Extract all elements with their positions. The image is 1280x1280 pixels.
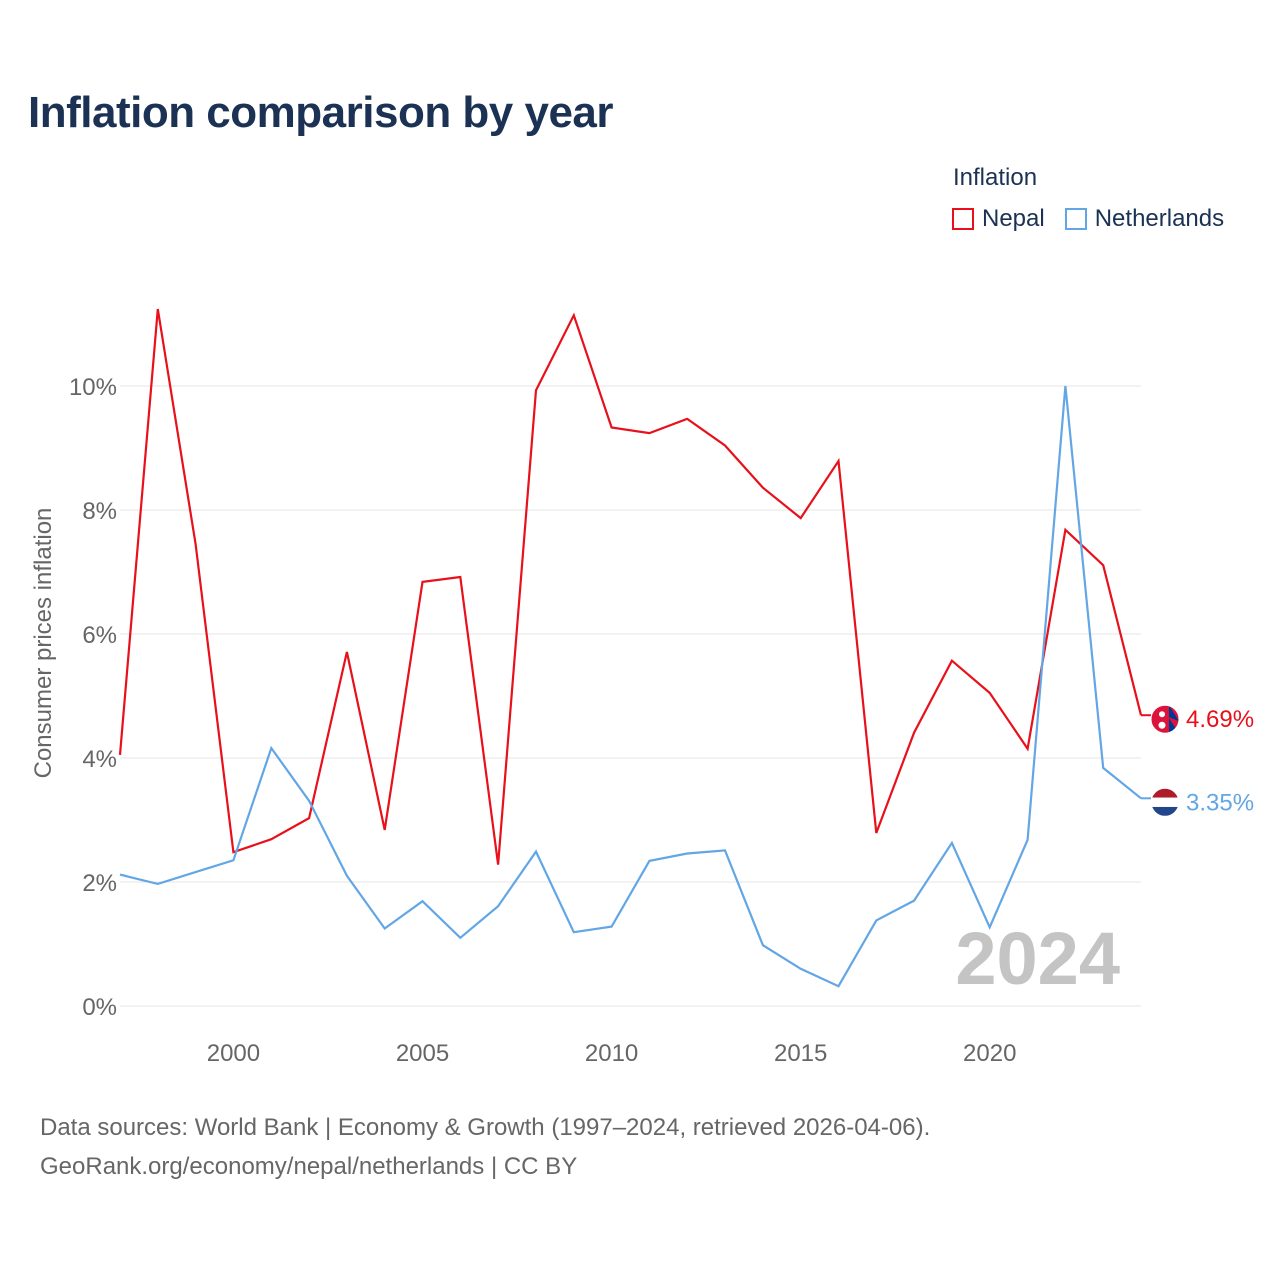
data-point-nepal[interactable] [757, 482, 769, 494]
data-point-netherlands[interactable] [1022, 834, 1034, 846]
nepal-flag-icon [1150, 704, 1180, 734]
data-point-netherlands[interactable] [568, 926, 580, 938]
data-point-netherlands[interactable] [454, 932, 466, 944]
y-tick-label: 8% [82, 498, 117, 525]
y-tick-label: 2% [82, 870, 117, 897]
data-point-nepal[interactable] [492, 859, 504, 871]
watermark-year: 2024 [955, 917, 1120, 1000]
data-point-netherlands[interactable] [1059, 380, 1071, 392]
data-point-nepal[interactable] [341, 646, 353, 658]
data-point-netherlands[interactable] [379, 923, 391, 935]
legend-swatch-nepal [952, 208, 974, 230]
footer: Data sources: World Bank | Economy & Gro… [40, 1108, 930, 1186]
data-point-netherlands[interactable] [492, 900, 504, 912]
data-point-netherlands[interactable] [341, 870, 353, 882]
data-point-netherlands[interactable] [303, 795, 315, 807]
x-axis-ticks: 2000 2005 2010 2015 2020 [207, 1040, 1017, 1067]
y-axis-ticks: 0% 2% 4% 6% 8% 10% [69, 374, 117, 1021]
data-point-netherlands[interactable] [152, 878, 164, 890]
x-tick-label: 2020 [963, 1040, 1016, 1067]
data-point-nepal[interactable] [568, 309, 580, 321]
data-point-netherlands[interactable] [946, 837, 958, 849]
y-tick-label: 0% [82, 994, 117, 1021]
data-point-nepal[interactable] [190, 538, 202, 550]
data-point-nepal[interactable] [795, 512, 807, 524]
data-point-netherlands[interactable] [870, 914, 882, 926]
netherlands-flag-icon [1150, 787, 1180, 817]
data-point-netherlands[interactable] [265, 742, 277, 754]
legend-label-nepal: Nepal [982, 205, 1045, 232]
data-point-nepal[interactable] [454, 571, 466, 583]
y-tick-label: 10% [69, 374, 117, 401]
legend-title: Inflation [953, 164, 1038, 191]
data-point-nepal[interactable] [417, 576, 429, 588]
footer-sources: Data sources: World Bank | Economy & Gro… [40, 1114, 931, 1141]
data-point-nepal[interactable] [152, 303, 164, 315]
data-point-nepal[interactable] [1097, 559, 1109, 571]
data-point-netherlands[interactable] [227, 854, 239, 866]
data-point-nepal[interactable] [530, 384, 542, 396]
data-point-netherlands[interactable] [114, 869, 126, 881]
x-tick-label: 2000 [207, 1040, 260, 1067]
y-tick-label: 4% [82, 746, 117, 773]
data-point-netherlands[interactable] [757, 939, 769, 951]
data-point-nepal[interactable] [114, 749, 126, 761]
legend-item-netherlands[interactable]: Netherlands [1064, 205, 1225, 233]
data-point-netherlands[interactable] [1097, 762, 1109, 774]
legend-swatch-netherlands [1064, 208, 1087, 230]
data-point-netherlands[interactable] [832, 980, 844, 992]
data-point-nepal[interactable] [606, 422, 618, 434]
data-point-nepal[interactable] [870, 827, 882, 839]
data-point-netherlands[interactable] [681, 847, 693, 859]
data-point-netherlands[interactable] [984, 921, 996, 933]
data-point-nepal[interactable] [719, 440, 731, 452]
data-point-nepal[interactable] [303, 812, 315, 824]
data-point-nepal[interactable] [265, 833, 277, 845]
x-tick-label: 2010 [585, 1040, 638, 1067]
footer-url: GeoRank.org/economy/nepal/netherlands | … [40, 1153, 578, 1180]
legend-item-nepal[interactable]: Nepal [952, 205, 1045, 233]
data-point-nepal[interactable] [643, 427, 655, 439]
data-point-netherlands[interactable] [719, 844, 731, 856]
data-point-nepal[interactable] [1059, 524, 1071, 536]
data-point-nepal[interactable] [984, 687, 996, 699]
data-point-nepal[interactable] [1022, 743, 1034, 755]
data-point-nepal[interactable] [946, 655, 958, 667]
grid-lines [120, 385, 1141, 1007]
x-tick-label: 2015 [774, 1040, 827, 1067]
data-point-netherlands[interactable] [606, 921, 618, 933]
data-point-netherlands[interactable] [190, 866, 202, 878]
end-value-label-nepal: 4.69% [1186, 706, 1254, 733]
data-point-nepal[interactable] [908, 727, 920, 739]
series-lines [114, 303, 1143, 992]
end-value-label-netherlands: 3.35% [1186, 789, 1254, 816]
legend: Nepal Netherlands [952, 205, 1224, 233]
series-line-netherlands[interactable] [119, 385, 1142, 988]
y-axis-label: Consumer prices inflation [30, 508, 57, 779]
data-point-nepal[interactable] [379, 824, 391, 836]
data-point-netherlands[interactable] [908, 895, 920, 907]
end-markers: 4.69% 3.35% [1141, 704, 1254, 817]
data-point-netherlands[interactable] [417, 895, 429, 907]
data-point-netherlands[interactable] [643, 855, 655, 867]
x-tick-label: 2005 [396, 1040, 449, 1067]
data-point-nepal[interactable] [681, 413, 693, 425]
chart-title: Inflation comparison by year [28, 88, 614, 137]
data-point-netherlands[interactable] [795, 963, 807, 975]
y-tick-label: 6% [82, 622, 117, 649]
legend-label-netherlands: Netherlands [1094, 205, 1225, 232]
data-point-nepal[interactable] [832, 455, 844, 467]
series-line-nepal[interactable] [118, 308, 1143, 865]
data-point-netherlands[interactable] [530, 846, 542, 858]
